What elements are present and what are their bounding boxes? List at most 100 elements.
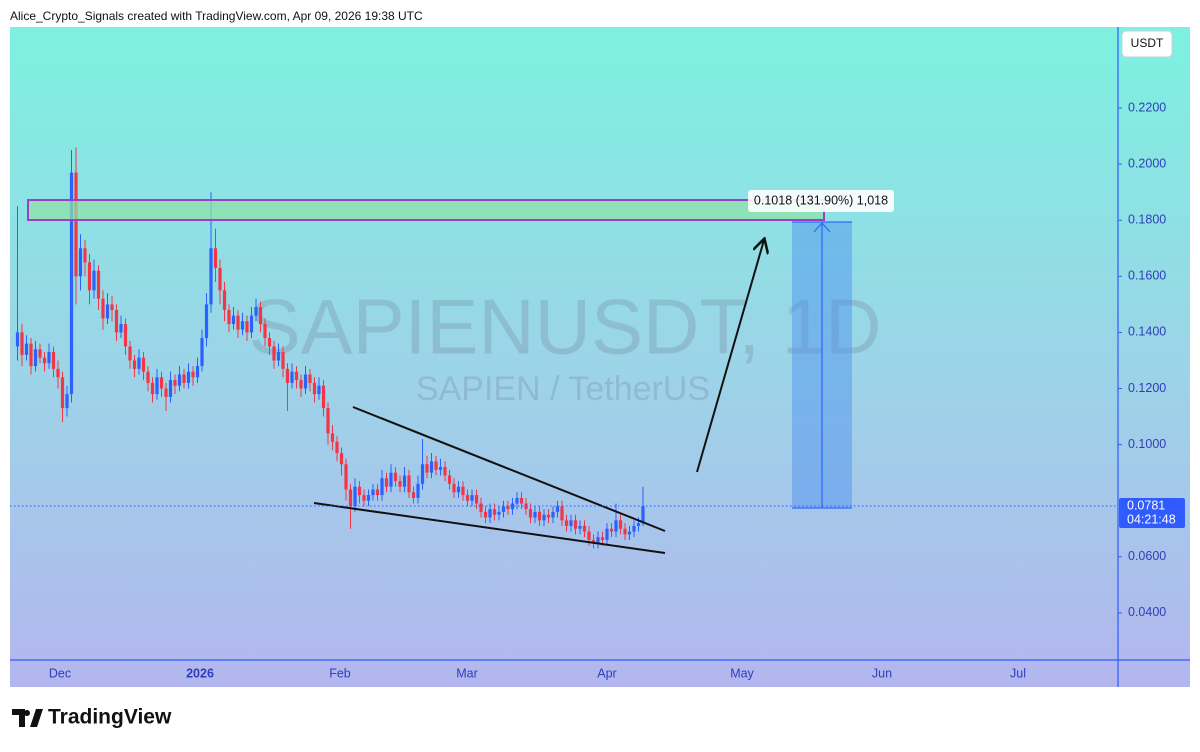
- x-tick-label: Jun: [872, 666, 892, 680]
- candle-body: [492, 509, 497, 515]
- candle-body: [128, 346, 132, 361]
- candle-body: [393, 472, 398, 482]
- candle-body: [438, 467, 443, 470]
- candle-body: [326, 408, 330, 434]
- candle-body: [330, 433, 335, 442]
- candle-body: [132, 360, 137, 369]
- x-tick-label: Feb: [329, 666, 351, 680]
- x-tick-label: Dec: [49, 666, 71, 680]
- wedge-upper: [352, 406, 666, 532]
- x-tick-label: May: [730, 666, 754, 680]
- candle-body: [636, 523, 641, 526]
- candle-body: [542, 514, 546, 521]
- candle-body: [515, 497, 519, 504]
- candle-body: [164, 388, 168, 397]
- candle-body: [614, 520, 618, 532]
- candle-body: [339, 453, 344, 465]
- header: Alice_Crypto_Signals created with Tradin…: [10, 9, 423, 23]
- candle-body: [263, 324, 267, 339]
- candle-body: [245, 321, 249, 333]
- candle-body: [591, 539, 596, 543]
- candle-body: [416, 483, 420, 498]
- candle-body: [560, 506, 564, 521]
- projection-arrow: [696, 240, 764, 473]
- candle-body: [605, 528, 609, 540]
- x-tick-label: Mar: [456, 666, 478, 680]
- candle-body: [258, 307, 263, 325]
- candle-body: [38, 349, 42, 358]
- candle-body: [65, 394, 69, 409]
- candle-body: [353, 486, 357, 507]
- candle-body: [101, 298, 105, 319]
- candle-body: [218, 267, 222, 291]
- candle-body: [317, 385, 321, 395]
- candle-body: [114, 309, 119, 333]
- candle-body: [42, 357, 47, 364]
- x-tick-label: 2026: [186, 666, 214, 680]
- candle-body: [627, 531, 632, 535]
- candle-body: [483, 511, 488, 518]
- candle-body: [249, 315, 254, 333]
- candle-body: [105, 304, 110, 319]
- currency-box[interactable]: [1121, 30, 1173, 58]
- candle-body: [366, 495, 371, 501]
- candle-body: [15, 332, 20, 347]
- candle-body: [123, 324, 128, 347]
- candle-body: [447, 475, 452, 484]
- candle-body: [420, 464, 425, 484]
- candle-body: [564, 520, 569, 526]
- candle-body: [321, 385, 326, 409]
- candle-body: [299, 380, 303, 389]
- candle-body: [281, 352, 285, 369]
- candle-body: [231, 315, 236, 325]
- candle-body: [222, 290, 227, 310]
- y-tick-label: 0.0400: [1128, 605, 1166, 619]
- candle-body: [60, 377, 65, 409]
- candle-body: [78, 248, 83, 277]
- candle-body: [398, 481, 402, 487]
- candle-body: [434, 461, 438, 470]
- candle-body: [402, 475, 407, 487]
- candle-body: [452, 483, 456, 493]
- candle-body: [380, 478, 384, 496]
- candle-body: [632, 525, 636, 532]
- y-tick-label: 0.2000: [1128, 156, 1166, 170]
- candle-body: [155, 377, 159, 395]
- candle-body: [362, 495, 366, 501]
- brand-logo: [12, 709, 43, 727]
- brand: TradingView: [48, 706, 172, 729]
- candle-body: [443, 467, 447, 476]
- candle-body: [47, 352, 51, 364]
- candle-body: [375, 489, 380, 496]
- candle-body: [303, 374, 308, 389]
- candle-body: [501, 506, 506, 512]
- candle-body: [609, 528, 614, 532]
- candle-body: [308, 374, 312, 383]
- candle-body: [150, 382, 155, 395]
- y-tick-label: 0.1200: [1128, 381, 1166, 395]
- candle-body: [191, 371, 195, 378]
- resistance-zone: [27, 199, 825, 221]
- candle-body: [177, 374, 182, 386]
- candle-body: [465, 495, 470, 501]
- candle-body: [204, 304, 209, 339]
- last-price-box: [1119, 498, 1185, 528]
- last-price: 0.0781: [1127, 498, 1165, 512]
- candle-body: [240, 321, 245, 330]
- candle-body: [200, 338, 204, 367]
- measure-label: 0.1018 (131.90%) 1,018: [754, 193, 888, 207]
- candle-body: [470, 495, 474, 501]
- measure-label-box: [748, 190, 894, 212]
- candle-body: [29, 343, 33, 367]
- measure-arrow: [813, 222, 831, 233]
- candle-body: [569, 520, 573, 526]
- candle-body: [641, 506, 645, 524]
- candle-body: [312, 382, 317, 395]
- candle-body: [429, 461, 434, 473]
- y-tick-label: 0.1800: [1128, 213, 1166, 227]
- candle-body: [582, 525, 587, 532]
- candle-body: [344, 464, 348, 490]
- candle-body: [146, 371, 150, 383]
- y-tick-label: 0.1400: [1128, 325, 1166, 339]
